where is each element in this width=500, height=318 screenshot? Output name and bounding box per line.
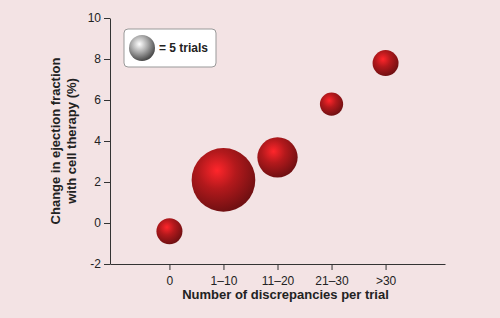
y-tick-label: 10	[88, 11, 102, 25]
bubble	[192, 148, 256, 212]
x-tick-mark	[332, 264, 333, 270]
y-axis-title: Change in ejection fractionwith cell the…	[48, 58, 79, 225]
y-tick: 10	[88, 11, 110, 25]
y-tick-mark	[104, 264, 110, 265]
y-axis-title-line: with cell therapy (%)	[64, 78, 79, 205]
y-tick-mark	[104, 141, 110, 142]
y-tick: -2	[90, 257, 110, 271]
y-axis-line	[110, 19, 111, 265]
y-axis: -2 0 2 4 6 8 10	[88, 11, 111, 271]
y-tick: 8	[94, 52, 110, 66]
y-axis-title-line: Change in ejection fraction	[48, 58, 63, 225]
x-tick-label: 11–20	[262, 274, 295, 288]
x-tick-mark	[169, 264, 170, 270]
x-tick: 11–20	[262, 264, 295, 288]
bubble	[156, 218, 182, 244]
y-tick-label: 0	[94, 216, 101, 230]
x-tick: 21–30	[315, 264, 349, 288]
y-tick-label: -2	[90, 257, 101, 271]
y-tick: 0	[94, 216, 110, 230]
x-tick-label: >30	[376, 274, 397, 288]
y-tick-mark	[104, 59, 110, 60]
y-tick-label: 2	[94, 175, 101, 189]
chart: -2 0 2 4 6 8 10 0 1–10 11–20 21–30 >30 = 5 trials Num…	[0, 0, 500, 318]
x-tick: 0	[167, 264, 174, 288]
size-legend: = 5 trials	[124, 29, 216, 67]
y-tick-label: 6	[94, 93, 101, 107]
y-tick-mark	[104, 223, 110, 224]
y-tick-mark	[104, 18, 110, 19]
legend-label: = 5 trials	[159, 41, 208, 55]
bubble	[257, 137, 297, 177]
background	[0, 0, 500, 318]
x-tick-mark	[278, 264, 279, 270]
x-tick-label: 1–10	[211, 274, 238, 288]
x-axis: 0 1–10 11–20 21–30 >30	[111, 264, 446, 288]
x-tick-mark	[223, 264, 224, 270]
legend-box	[124, 29, 216, 67]
y-tick: 4	[94, 134, 110, 148]
x-tick-label: 0	[167, 274, 174, 288]
y-tick-mark	[104, 182, 110, 183]
x-tick-mark	[386, 264, 387, 270]
bubble	[320, 92, 343, 115]
x-axis-title: Number of discrepancies per trial	[182, 287, 389, 302]
legend-bubble	[129, 35, 155, 61]
y-tick: 6	[94, 93, 110, 107]
x-tick: >30	[376, 264, 397, 288]
x-tick: 1–10	[211, 264, 238, 288]
bubbles	[156, 50, 398, 244]
x-tick-label: 21–30	[315, 274, 349, 288]
y-tick-label: 4	[94, 134, 101, 148]
y-tick-label: 8	[94, 52, 101, 66]
y-tick-mark	[104, 100, 110, 101]
bubble	[373, 50, 399, 76]
y-tick: 2	[94, 175, 110, 189]
